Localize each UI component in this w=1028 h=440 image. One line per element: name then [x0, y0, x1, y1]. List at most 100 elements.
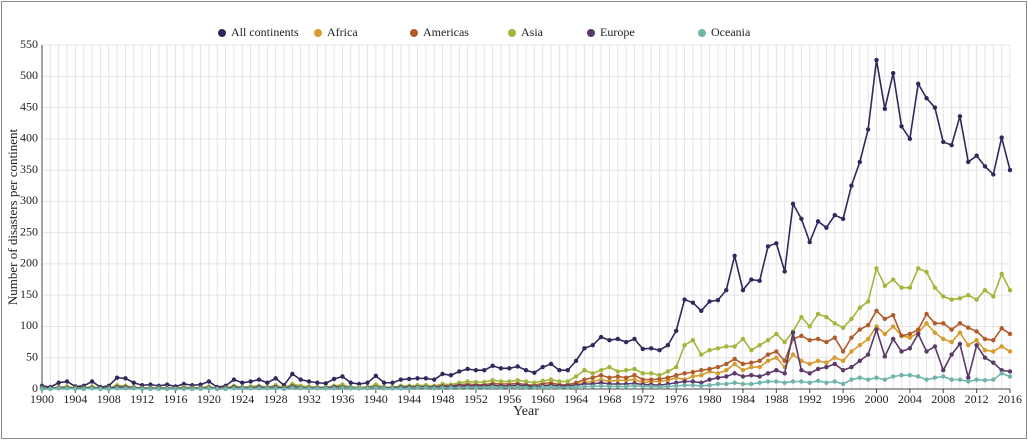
data-point	[916, 266, 921, 271]
data-point	[707, 383, 712, 388]
data-point	[273, 376, 278, 381]
data-point	[665, 384, 671, 389]
data-point	[632, 373, 637, 378]
data-point	[932, 321, 938, 326]
data-point	[924, 377, 929, 382]
data-point	[999, 368, 1004, 373]
x-tick-label: 1940	[364, 392, 388, 406]
data-point	[323, 386, 328, 391]
data-point	[81, 386, 86, 392]
data-point	[515, 364, 520, 369]
data-point	[590, 384, 595, 389]
data-point	[615, 336, 620, 342]
data-point	[749, 381, 754, 387]
data-point	[824, 364, 829, 370]
data-point	[1007, 374, 1013, 379]
data-point	[682, 371, 687, 376]
data-point	[815, 219, 821, 224]
data-point	[849, 316, 854, 322]
data-point	[640, 377, 646, 382]
data-point	[648, 384, 654, 389]
data-point	[924, 321, 929, 326]
data-point	[632, 336, 637, 342]
data-point	[982, 378, 988, 383]
x-tick-label: 1968	[597, 392, 621, 406]
data-point	[565, 385, 570, 390]
data-point	[131, 386, 136, 391]
data-point	[782, 371, 787, 376]
data-point	[1007, 167, 1013, 173]
data-point	[674, 383, 679, 389]
data-point	[807, 338, 812, 343]
data-point	[657, 348, 662, 353]
x-tick-label: 1948	[431, 392, 455, 406]
data-point	[991, 349, 996, 354]
data-point	[715, 375, 721, 380]
data-point	[774, 349, 779, 354]
data-point	[340, 374, 345, 379]
data-point	[381, 380, 387, 385]
data-point	[882, 331, 888, 337]
data-point	[715, 364, 721, 370]
data-point	[832, 212, 837, 218]
data-point	[857, 358, 862, 364]
data-point	[648, 346, 654, 351]
x-tick-label: 1928	[264, 392, 288, 406]
data-point	[765, 379, 771, 384]
data-point	[674, 373, 679, 378]
data-point	[865, 323, 871, 328]
y-tick-label: 550	[20, 37, 38, 51]
data-point	[774, 241, 779, 246]
data-point	[256, 386, 262, 391]
data-point	[281, 386, 287, 392]
data-point	[256, 377, 262, 382]
y-tick-label: 300	[20, 193, 38, 207]
data-point	[899, 285, 904, 290]
data-point	[457, 380, 462, 385]
data-point	[824, 339, 829, 345]
data-point	[114, 386, 120, 391]
data-point	[674, 364, 679, 370]
data-point	[807, 361, 812, 367]
data-point	[724, 381, 729, 387]
data-point	[957, 330, 963, 335]
data-point	[832, 335, 837, 340]
data-point	[1007, 331, 1013, 337]
data-point	[932, 330, 938, 335]
data-point	[532, 385, 537, 390]
x-tick-label: 1972	[631, 392, 655, 406]
data-point	[765, 338, 771, 343]
data-point	[573, 384, 579, 390]
data-point	[799, 379, 804, 384]
data-point	[557, 379, 562, 384]
data-point	[916, 331, 921, 337]
data-point	[432, 386, 437, 391]
data-point	[548, 384, 554, 390]
data-point	[982, 336, 988, 342]
data-point	[139, 386, 145, 392]
y-tick-label: 50	[26, 349, 38, 363]
data-point	[832, 355, 837, 360]
data-point	[607, 384, 612, 389]
data-point	[782, 269, 787, 274]
data-point	[840, 216, 846, 222]
data-point	[490, 363, 495, 369]
data-point	[699, 368, 704, 373]
data-point	[966, 379, 971, 384]
data-point	[448, 373, 454, 378]
data-point	[832, 379, 837, 384]
data-point	[924, 349, 929, 354]
data-point	[932, 344, 938, 349]
data-point	[590, 375, 595, 380]
data-point	[749, 364, 754, 370]
data-point	[648, 371, 654, 376]
data-point	[331, 376, 337, 382]
x-tick-label: 1920	[197, 392, 221, 406]
x-tick-label: 2012	[965, 392, 989, 406]
data-point	[498, 379, 504, 384]
data-point	[164, 386, 170, 392]
data-point	[674, 328, 679, 334]
data-point	[215, 386, 220, 392]
